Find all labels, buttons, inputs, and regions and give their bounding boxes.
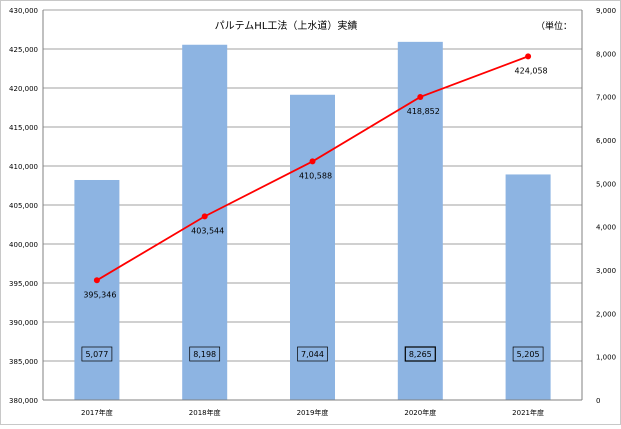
- x-axis-tick-label: 2021年度: [512, 408, 544, 417]
- line-data-label: 410,588: [299, 171, 332, 180]
- left-axis-tick-label: 405,000: [9, 202, 38, 210]
- line-point: [93, 277, 100, 284]
- line-data-label: 395,346: [83, 290, 116, 299]
- line-point: [417, 93, 424, 100]
- bar: [74, 179, 120, 400]
- x-axis-tick-label: 2017年度: [81, 408, 113, 417]
- left-axis-tick-label: 410,000: [9, 163, 38, 171]
- right-axis-tick-label: 5,000: [596, 180, 616, 188]
- line-data-label: 403,544: [191, 226, 224, 235]
- line-point: [525, 53, 532, 60]
- right-axis-tick-label: 3,000: [596, 267, 616, 275]
- bar: [505, 174, 551, 400]
- bar-label-box: [512, 346, 544, 362]
- left-axis-tick-label: 425,000: [9, 46, 38, 54]
- line-point: [201, 213, 208, 220]
- right-axis-tick-label: 2,000: [596, 310, 616, 318]
- chart-title: パルテムHL工法（上水道）実績: [215, 19, 358, 32]
- bar-series: 5,077 8,198 7,044 8,265 5,205: [74, 41, 551, 401]
- bar-data-label: 5,077: [85, 350, 108, 359]
- left-axis-tick-label: 385,000: [9, 358, 38, 366]
- x-axis-tick-label: 2018年度: [189, 408, 221, 417]
- line-data-label: 424,058: [515, 66, 548, 75]
- right-axis-tick-label: 0: [596, 397, 600, 405]
- left-axis-tick-label: 380,000: [9, 397, 38, 405]
- bar-label-box: [81, 346, 113, 362]
- axes: 380,000 385,000 390,000 395,000 400,000 405,0…: [9, 7, 616, 417]
- line-data-label: 418,852: [407, 107, 440, 116]
- line-series: 395,346 403,544 410,588 418,852 424,058: [83, 53, 548, 299]
- right-axis-tick-label: 9,000: [596, 7, 616, 15]
- bar-data-label: 5,205: [517, 350, 540, 359]
- bar-data-label: 7,044: [301, 350, 324, 359]
- unit-label: （単位：: [536, 20, 572, 32]
- left-axis-tick-label: 415,000: [9, 124, 38, 132]
- bar-label-box: [189, 346, 221, 362]
- line-point: [309, 158, 316, 165]
- right-axis-tick-label: 1,000: [596, 354, 616, 362]
- right-axis-tick-label: 7,000: [596, 94, 616, 102]
- x-axis-tick-label: 2020年度: [404, 408, 436, 417]
- bar-data-label: 8,198: [193, 350, 216, 359]
- bar: [182, 44, 228, 401]
- bar-label-box: [404, 346, 436, 362]
- x-axis-tick-label: 2019年度: [297, 408, 329, 417]
- left-axis-tick-label: 395,000: [9, 280, 38, 288]
- bar-label-box: [297, 346, 328, 362]
- bar-data-label: 8,265: [409, 350, 432, 359]
- left-axis-tick-label: 400,000: [9, 241, 38, 249]
- right-axis-tick-label: 6,000: [596, 137, 616, 145]
- bar: [397, 41, 443, 400]
- right-axis-tick-label: 4,000: [596, 224, 616, 232]
- left-axis-tick-label: 390,000: [9, 319, 38, 327]
- left-axis-tick-label: 430,000: [9, 7, 38, 15]
- right-axis-tick-label: 8,000: [596, 50, 616, 58]
- left-axis-tick-label: 420,000: [9, 85, 38, 93]
